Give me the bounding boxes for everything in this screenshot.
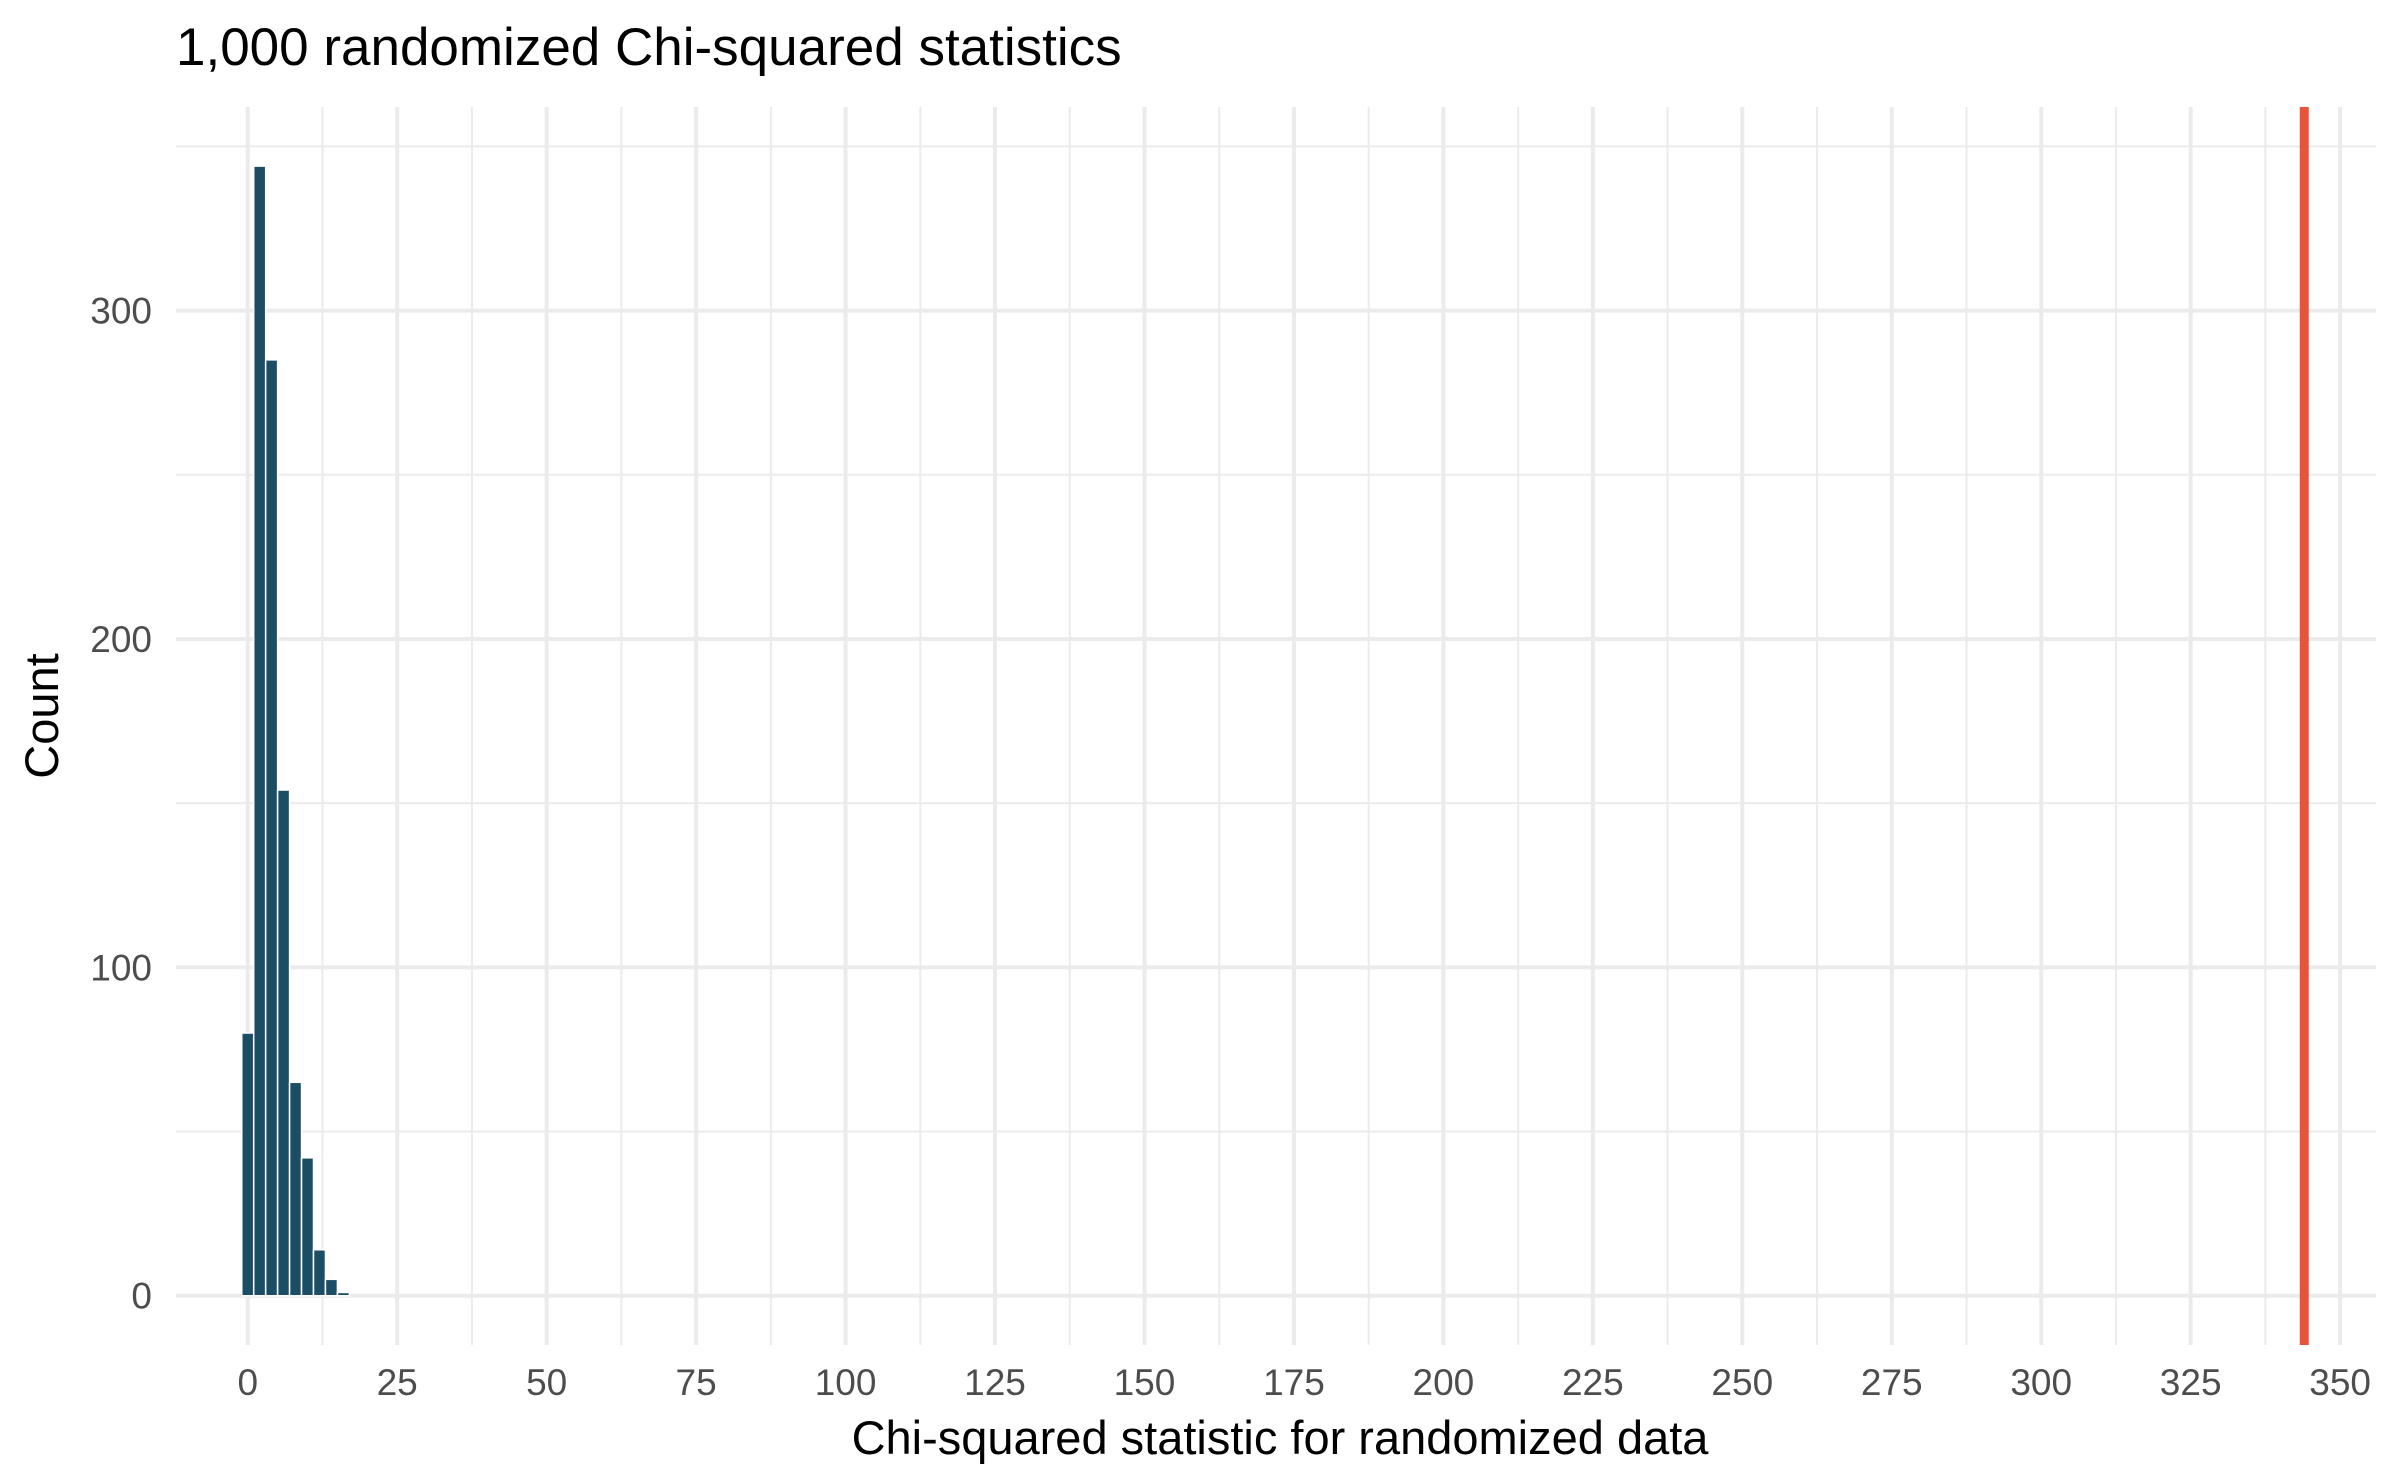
histogram-bar (241, 1032, 255, 1297)
x-axis-title: Chi-squared statistic for randomized dat… (852, 1411, 1710, 1464)
y-axis-title: Count (15, 653, 68, 778)
x-tick-labels: 0 25 50 75 100 125 150 175 200 225 250 275 300 325 350 (237, 1362, 2371, 1403)
x-tick-label: 25 (377, 1362, 418, 1403)
x-tick-label: 250 (1711, 1362, 1773, 1403)
histogram-bars (241, 165, 351, 1297)
y-tick-label: 100 (90, 947, 152, 988)
grid (176, 107, 2376, 1345)
y-tick-label: 200 (90, 619, 152, 660)
x-tick-label: 75 (676, 1362, 717, 1403)
histogram-bar (252, 165, 267, 1297)
x-tick-label: 275 (1861, 1362, 1923, 1403)
x-tick-label: 0 (237, 1362, 258, 1403)
histogram-bar (276, 789, 291, 1297)
histogram-bar (336, 1291, 351, 1297)
x-tick-label: 100 (815, 1362, 877, 1403)
x-tick-label: 150 (1114, 1362, 1176, 1403)
x-tick-label: 125 (964, 1362, 1026, 1403)
x-tick-label: 50 (526, 1362, 567, 1403)
x-tick-label: 200 (1413, 1362, 1475, 1403)
y-tick-labels: 0 100 200 300 (90, 291, 152, 1317)
x-tick-label: 175 (1263, 1362, 1325, 1403)
x-tick-label: 225 (1562, 1362, 1624, 1403)
histogram-bar (300, 1157, 315, 1297)
histogram-bar (324, 1278, 339, 1297)
histogram-bar (264, 359, 279, 1297)
histogram-bar (288, 1081, 303, 1297)
x-tick-label: 350 (2309, 1362, 2371, 1403)
chart-title: 1,000 randomized Chi-squared statistics (176, 18, 1122, 77)
histogram-bar (312, 1249, 327, 1297)
x-tick-label: 300 (2010, 1362, 2072, 1403)
y-tick-label: 0 (131, 1276, 152, 1317)
y-tick-label: 300 (90, 291, 152, 332)
x-tick-label: 325 (2160, 1362, 2222, 1403)
